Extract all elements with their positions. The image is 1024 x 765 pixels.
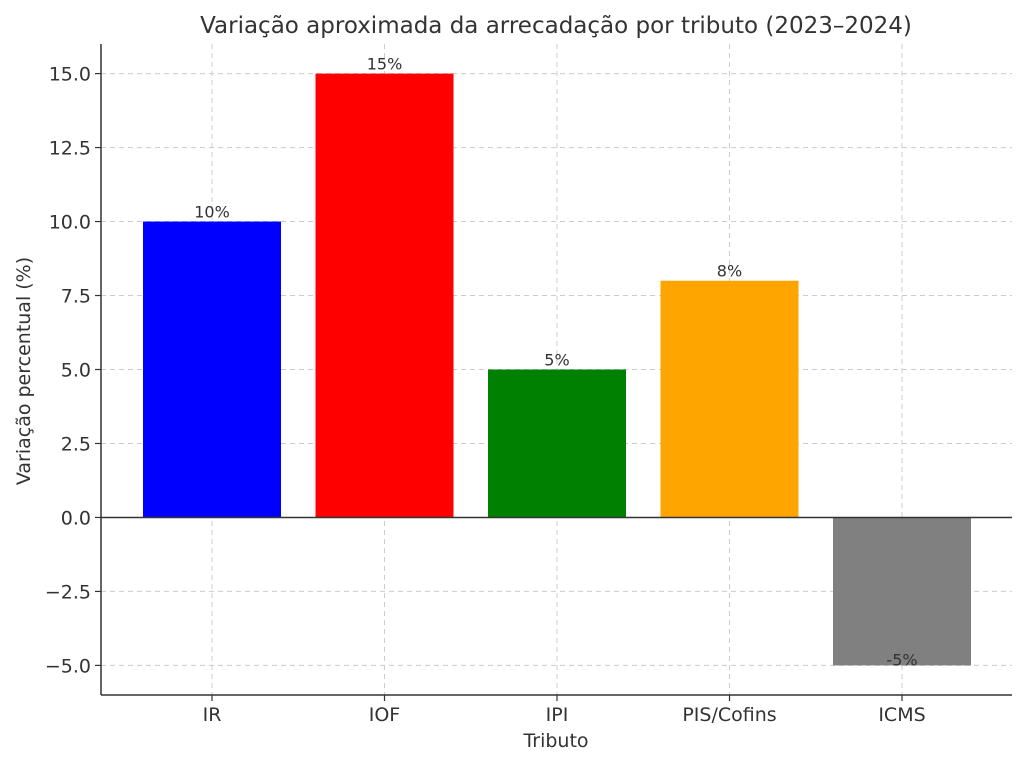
- bar-pis-cofins: [660, 280, 799, 518]
- y-tick-label: 15.0: [49, 64, 91, 86]
- bar-ir: [143, 221, 281, 518]
- data-label: 10%: [194, 203, 230, 222]
- x-tick-label: PIS/Cofins: [682, 704, 776, 726]
- x-tick-label: ICMS: [878, 704, 925, 726]
- bar-iof: [315, 73, 454, 518]
- data-label: 5%: [544, 351, 569, 370]
- bar-ipi: [488, 369, 626, 518]
- y-tick-label: 5.0: [61, 360, 91, 382]
- y-tick-label: −2.5: [45, 581, 91, 603]
- x-ticks: IR IOF IPI PIS/Cofins ICMS: [203, 695, 926, 726]
- bar-icms: [833, 517, 971, 666]
- data-label: -5%: [886, 650, 917, 669]
- data-label: 15%: [367, 55, 403, 74]
- x-tick-label: IPI: [546, 704, 569, 726]
- y-tick-label: 12.5: [49, 138, 91, 160]
- y-tick-label: 2.5: [61, 433, 91, 455]
- data-label: 8%: [717, 262, 742, 281]
- x-axis-label: Tributo: [522, 730, 588, 752]
- chart-title: Variação aproximada da arrecadação por t…: [200, 13, 912, 39]
- y-tick-label: 7.5: [61, 286, 91, 308]
- x-tick-label: IR: [203, 704, 222, 726]
- y-ticks: 15.0 12.5 10.0 7.5 5.0 2.5 0.0 −2.5 −5.0: [45, 64, 101, 677]
- y-tick-label: 10.0: [49, 212, 91, 234]
- x-tick-label: IOF: [369, 704, 401, 726]
- y-axis-label: Variação percentual (%): [13, 257, 35, 485]
- bars: [143, 73, 971, 666]
- y-tick-label: 0.0: [61, 507, 91, 529]
- y-tick-label: −5.0: [45, 655, 91, 677]
- data-labels: 10% 15% 5% 8% -5%: [194, 55, 917, 670]
